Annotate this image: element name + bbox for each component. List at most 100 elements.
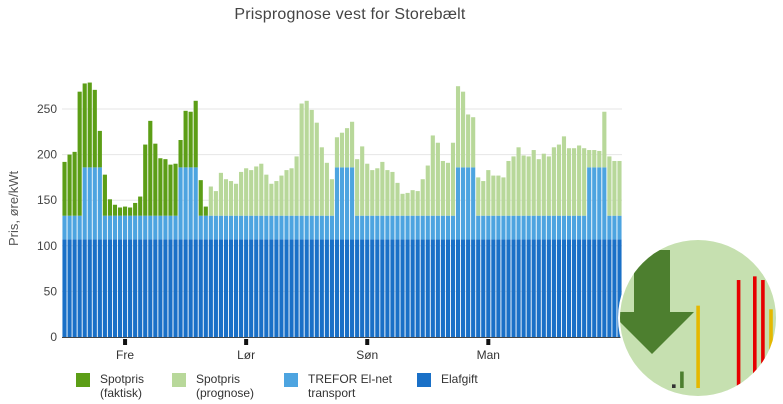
bar-segment[interactable] — [390, 215, 395, 240]
bar-segment[interactable] — [72, 215, 77, 240]
bar-segment[interactable] — [516, 147, 521, 216]
bar-segment[interactable] — [486, 239, 491, 337]
bar-segment[interactable] — [92, 89, 97, 168]
bar-segment[interactable] — [521, 239, 526, 337]
bar-segment[interactable] — [501, 177, 506, 216]
bar-segment[interactable] — [420, 215, 425, 240]
bar-segment[interactable] — [183, 110, 188, 168]
bar-segment[interactable] — [218, 239, 223, 337]
bar-segment[interactable] — [440, 215, 445, 240]
bar-segment[interactable] — [133, 239, 138, 337]
bar-segment[interactable] — [133, 215, 138, 240]
bar-segment[interactable] — [193, 100, 198, 168]
bar-segment[interactable] — [360, 239, 365, 337]
bar-segment[interactable] — [163, 239, 168, 337]
bar-segment[interactable] — [203, 215, 208, 240]
bar-segment[interactable] — [491, 175, 496, 216]
bar-segment[interactable] — [516, 239, 521, 337]
bar-segment[interactable] — [531, 239, 536, 337]
bar-segment[interactable] — [269, 239, 274, 337]
bar-segment[interactable] — [213, 239, 218, 337]
bar-segment[interactable] — [208, 239, 213, 337]
bar-segment[interactable] — [67, 239, 72, 337]
bar-segment[interactable] — [521, 155, 526, 216]
bar-segment[interactable] — [193, 167, 198, 240]
bar-segment[interactable] — [561, 239, 567, 337]
bar-segment[interactable] — [587, 239, 592, 337]
bar-segment[interactable] — [143, 144, 148, 216]
bar-segment[interactable] — [420, 179, 425, 216]
bar-segment[interactable] — [158, 239, 163, 337]
bar-segment[interactable] — [607, 215, 612, 240]
bar-segment[interactable] — [531, 150, 536, 216]
bar-segment[interactable] — [455, 167, 461, 240]
bar-segment[interactable] — [264, 239, 269, 337]
bar-segment[interactable] — [435, 215, 440, 240]
bar-segment[interactable] — [102, 239, 107, 337]
bar-segment[interactable] — [97, 239, 102, 337]
bar-segment[interactable] — [491, 215, 496, 240]
bar-segment[interactable] — [168, 215, 173, 240]
bar-segment[interactable] — [415, 191, 420, 216]
bar-segment[interactable] — [138, 215, 143, 240]
bar-segment[interactable] — [239, 239, 244, 337]
bar-segment[interactable] — [461, 167, 466, 240]
bar-segment[interactable] — [466, 167, 471, 240]
bar-segment[interactable] — [77, 215, 82, 240]
bar-segment[interactable] — [254, 239, 259, 337]
bar-segment[interactable] — [289, 168, 294, 216]
bar-segment[interactable] — [602, 111, 607, 168]
bar-segment[interactable] — [440, 160, 445, 216]
bar-segment[interactable] — [355, 159, 360, 216]
bar-segment[interactable] — [582, 148, 587, 216]
bar-segment[interactable] — [117, 215, 123, 240]
bar-segment[interactable] — [92, 167, 97, 240]
bar-segment[interactable] — [223, 179, 229, 216]
bar-segment[interactable] — [572, 239, 577, 337]
bar-segment[interactable] — [203, 239, 208, 337]
bar-segment[interactable] — [72, 239, 77, 337]
bar-segment[interactable] — [501, 215, 506, 240]
bar-segment[interactable] — [405, 215, 410, 240]
bar-segment[interactable] — [269, 215, 274, 240]
bar-segment[interactable] — [304, 100, 309, 216]
bar-segment[interactable] — [72, 151, 77, 216]
bar-segment[interactable] — [587, 167, 592, 240]
bar-segment[interactable] — [370, 239, 375, 337]
bar-segment[interactable] — [77, 239, 82, 337]
bar-segment[interactable] — [259, 239, 264, 337]
bar-segment[interactable] — [481, 239, 486, 337]
bar-segment[interactable] — [339, 239, 345, 337]
bar-segment[interactable] — [607, 156, 612, 216]
bar-segment[interactable] — [218, 215, 223, 240]
bar-segment[interactable] — [264, 174, 269, 216]
bar-segment[interactable] — [430, 215, 435, 240]
bar-segment[interactable] — [466, 239, 471, 337]
bar-segment[interactable] — [350, 121, 355, 168]
bar-segment[interactable] — [506, 239, 511, 337]
bar-segment[interactable] — [249, 239, 254, 337]
bar-segment[interactable] — [566, 148, 572, 216]
bar-segment[interactable] — [87, 239, 92, 337]
bar-segment[interactable] — [67, 215, 72, 240]
bar-segment[interactable] — [148, 120, 153, 216]
bar-segment[interactable] — [476, 239, 481, 337]
bar-segment[interactable] — [254, 166, 259, 216]
bar-segment[interactable] — [62, 239, 67, 337]
bar-segment[interactable] — [572, 215, 577, 240]
bar-segment[interactable] — [239, 171, 244, 216]
bar-segment[interactable] — [506, 160, 511, 216]
bar-segment[interactable] — [97, 167, 102, 240]
bar-segment[interactable] — [87, 167, 92, 240]
bar-segment[interactable] — [546, 239, 551, 337]
bar-segment[interactable] — [380, 215, 385, 240]
bar-segment[interactable] — [541, 215, 546, 240]
bar-segment[interactable] — [228, 215, 234, 240]
bar-segment[interactable] — [133, 202, 138, 216]
bar-segment[interactable] — [400, 239, 405, 337]
bar-segment[interactable] — [148, 215, 153, 240]
bar-segment[interactable] — [173, 163, 178, 216]
bar-segment[interactable] — [163, 215, 168, 240]
bar-segment[interactable] — [153, 215, 158, 240]
bar-segment[interactable] — [158, 215, 163, 240]
